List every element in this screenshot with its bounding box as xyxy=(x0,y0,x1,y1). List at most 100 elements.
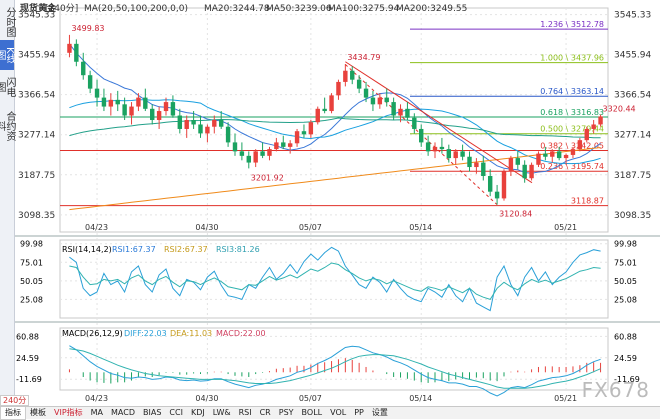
candle-body xyxy=(487,176,493,192)
macd-line-diff xyxy=(69,345,601,397)
candle-body xyxy=(177,115,183,129)
ma-line-2 xyxy=(69,117,601,139)
candle-body xyxy=(239,151,245,156)
indicator-tab-11[interactable]: PSY xyxy=(278,408,294,417)
macd-tick-right-0: 60.88 xyxy=(614,332,637,341)
indicator-tab-13[interactable]: VOL xyxy=(330,408,347,417)
indicator-tab-0[interactable]: 指标 xyxy=(0,407,26,420)
indicator-tab-10[interactable]: CR xyxy=(259,408,271,417)
candle-body xyxy=(529,164,534,179)
candle-body xyxy=(536,153,541,165)
rsi-line-rsi1 xyxy=(69,262,601,300)
price-label-3: 3120.84 xyxy=(499,210,532,219)
macd-value-2: MACD:22.00 xyxy=(216,329,266,338)
period-badge[interactable]: 240分 xyxy=(0,395,30,406)
candle-body xyxy=(301,131,307,135)
candle-body xyxy=(294,131,300,144)
candle-body xyxy=(184,120,189,129)
sidebar: 分时图 K线图 闪电图 合约资料 xyxy=(0,0,15,418)
candle-body xyxy=(274,142,279,150)
date-tick-bottom-1: 04/30 xyxy=(195,394,218,403)
indicator-tab-12[interactable]: BOLL xyxy=(301,408,323,417)
macd-value-0: DIFF:22.03 xyxy=(124,329,167,338)
candle-body xyxy=(405,108,410,118)
candle-body xyxy=(101,97,107,107)
tab-contract-info[interactable]: 合约资料 xyxy=(0,111,15,141)
rsi-tick-left-3: 25.08 xyxy=(20,295,43,304)
candle-body xyxy=(563,154,569,159)
indicator-tab-1[interactable]: 模板 xyxy=(30,408,46,417)
candle-body xyxy=(370,97,376,105)
candle-body xyxy=(329,95,334,112)
tab-kline-chart[interactable]: K线图 xyxy=(0,40,15,70)
candle-body xyxy=(584,128,589,141)
macd-value-1: DEA:11.03 xyxy=(170,329,212,338)
candle-body xyxy=(343,70,348,82)
candle-body xyxy=(398,108,403,116)
ma-line-1 xyxy=(69,99,601,165)
indicator-tab-3[interactable]: MA xyxy=(90,408,104,417)
indicator-tab-4[interactable]: MACD xyxy=(111,408,136,417)
fib-label-0.500: 0.500 \ 3279.44 xyxy=(540,125,604,134)
candle-body xyxy=(218,120,224,127)
candle-body xyxy=(377,97,383,105)
candle-body xyxy=(577,140,583,150)
candle-body xyxy=(412,117,417,129)
candle-body xyxy=(212,120,217,127)
candle-body xyxy=(356,79,362,89)
panel-frame-1 xyxy=(59,239,609,319)
indicator-tab-9[interactable]: RSI xyxy=(238,408,252,417)
indicator-tab-7[interactable]: KDJ xyxy=(190,408,205,417)
candle-body xyxy=(225,126,231,143)
price-tick-right-0: 3545.33 xyxy=(614,11,651,21)
price-tick-left-0: 3545.33 xyxy=(18,11,55,21)
price-tick-right-3: 3277.14 xyxy=(614,131,651,141)
rsi-tick-left-2: 50.05 xyxy=(20,277,43,286)
candle-body xyxy=(232,142,238,152)
price-tick-left-1: 3455.94 xyxy=(18,51,55,61)
price-label-0: 3499.83 xyxy=(71,24,104,33)
date-tick-1: 04/30 xyxy=(195,223,218,232)
candle-body xyxy=(81,61,86,76)
ma-value-2: MA100:3275.94 xyxy=(328,4,400,14)
candle-body xyxy=(253,151,258,163)
indicator-tab-8[interactable]: LW& xyxy=(212,408,231,417)
candle-body xyxy=(556,151,562,159)
date-tick-bottom-2: 05/07 xyxy=(299,394,322,403)
date-tick-0: 04/23 xyxy=(85,223,108,232)
candle-body xyxy=(115,99,120,105)
candle-body xyxy=(453,151,458,159)
indicator-tab-6[interactable]: CCI xyxy=(169,408,183,417)
candle-body xyxy=(543,153,548,157)
date-tick-bottom-0: 04/23 xyxy=(85,394,108,403)
candle-body xyxy=(287,143,293,147)
tab-flash-chart[interactable]: 闪电图 xyxy=(0,77,15,97)
candle-body xyxy=(87,75,93,89)
candle-body xyxy=(425,142,431,152)
candle-body xyxy=(246,155,251,163)
candle-body xyxy=(550,151,555,157)
ma-header: MA(20,50,100,200,0,0) xyxy=(84,4,188,14)
indicator-tab-15[interactable]: 设置 xyxy=(371,408,388,417)
candle-body xyxy=(129,106,134,116)
indicator-tab-14[interactable]: PP xyxy=(354,408,364,417)
date-tick-bottom-3: 05/14 xyxy=(409,394,432,403)
fib-label-0.236: 0.236 \ 3195.74 xyxy=(540,162,604,171)
rsi-tick-right-2: 50.05 xyxy=(614,277,637,286)
candle-body xyxy=(198,124,203,134)
rsi-tick-right-3: 25.08 xyxy=(614,295,637,304)
candle-body xyxy=(481,162,486,176)
candle-body xyxy=(570,149,576,155)
price-tick-right-4: 3187.75 xyxy=(614,171,651,181)
candle-body xyxy=(336,81,341,96)
candle-body xyxy=(308,122,314,135)
date-tick-3: 05/14 xyxy=(409,223,432,232)
price-tick-right-5: 3098.35 xyxy=(614,211,651,221)
trend-line-down xyxy=(345,61,533,184)
tab-time-chart[interactable]: 分时图 xyxy=(4,7,15,37)
rsi-tick-right-1: 75.01 xyxy=(614,258,637,267)
fib-label-1.236: 1.236 \ 3512.78 xyxy=(540,20,604,29)
candle-body xyxy=(467,156,472,168)
indicator-tab-5[interactable]: BIAS xyxy=(143,408,162,417)
indicator-tab-2[interactable]: VIP指标 xyxy=(54,408,83,417)
